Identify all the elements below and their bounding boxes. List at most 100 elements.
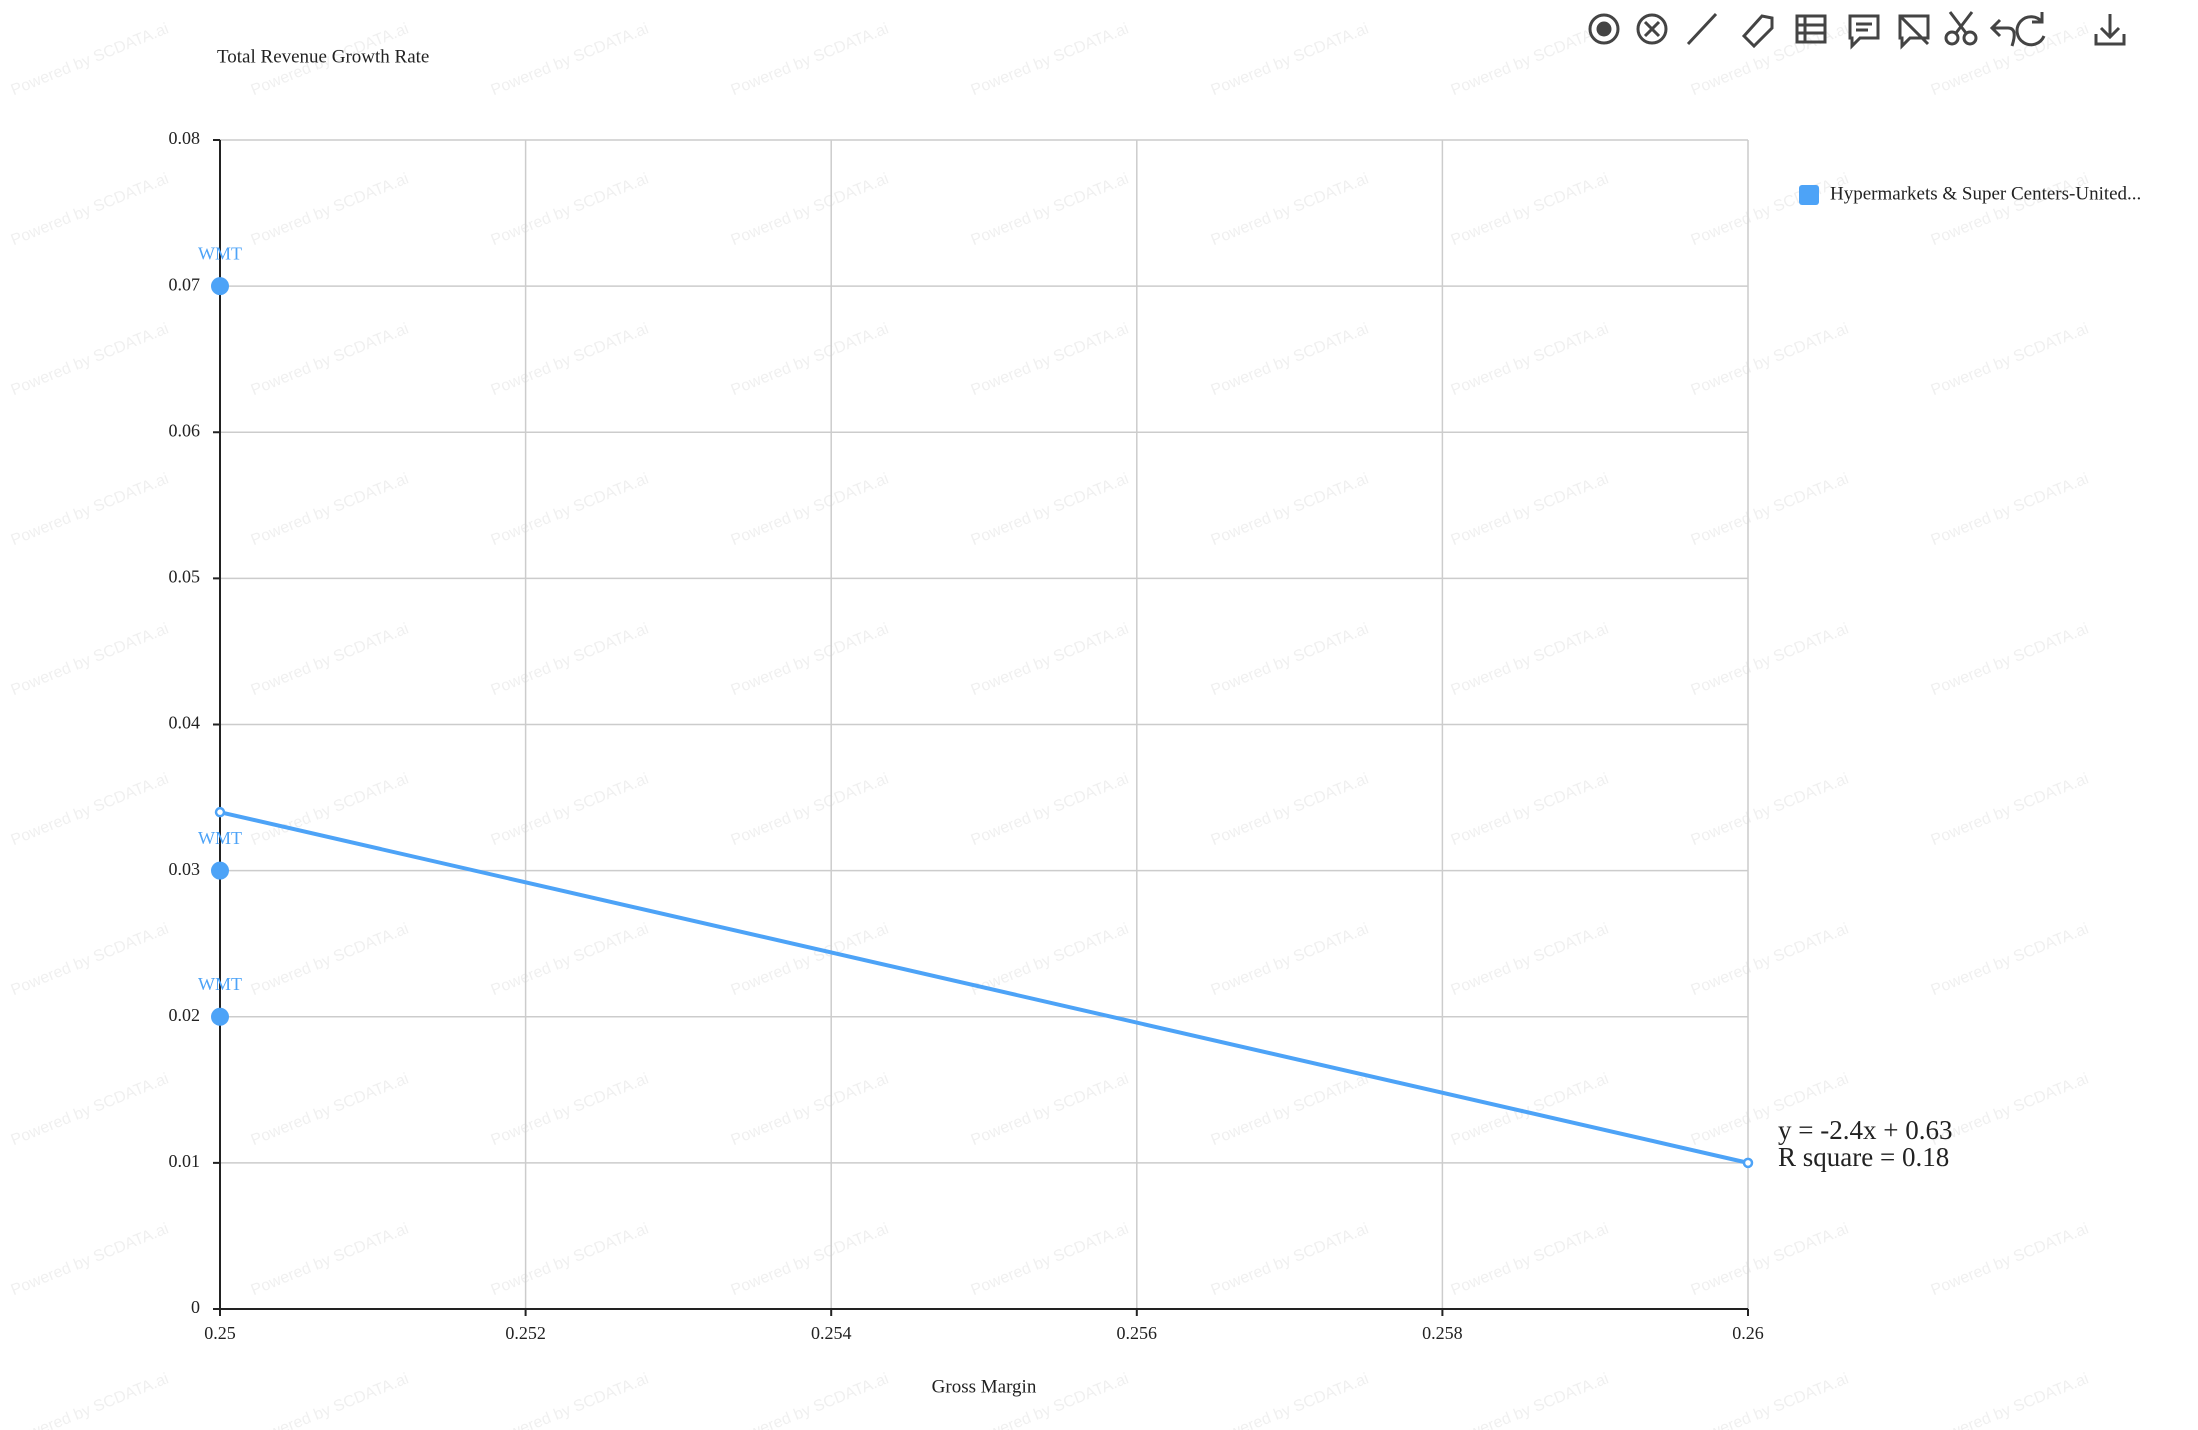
- watermark: Powered by SCDATA.ai: [9, 170, 171, 249]
- watermark: Powered by SCDATA.ai: [729, 320, 891, 399]
- x-tick-label: 0.26: [1732, 1323, 1764, 1343]
- tool-line[interactable]: [1686, 12, 1718, 46]
- watermark: Powered by SCDATA.ai: [9, 1220, 171, 1299]
- watermark: Powered by SCDATA.ai: [1689, 770, 1851, 849]
- watermark: Powered by SCDATA.ai: [9, 770, 171, 849]
- watermark: Powered by SCDATA.ai: [969, 920, 1131, 999]
- legend-swatch: [1799, 185, 1819, 205]
- watermark: Powered by SCDATA.ai: [1209, 20, 1371, 99]
- watermark: Powered by SCDATA.ai: [729, 1220, 891, 1299]
- watermark: Powered by SCDATA.ai: [9, 920, 171, 999]
- watermark: Powered by SCDATA.ai: [1209, 1220, 1371, 1299]
- watermark: Powered by SCDATA.ai: [729, 620, 891, 699]
- watermark: Powered by SCDATA.ai: [489, 1070, 651, 1149]
- tool-tag[interactable]: [1741, 14, 1774, 49]
- tool-cut[interactable]: [1944, 11, 1978, 46]
- watermark: Powered by SCDATA.ai: [1209, 620, 1371, 699]
- y-tick-label: 0: [191, 1297, 200, 1317]
- watermark: Powered by SCDATA.ai: [249, 1070, 411, 1149]
- watermark: Powered by SCDATA.ai: [489, 620, 651, 699]
- watermark: Powered by SCDATA.ai: [729, 170, 891, 249]
- x-axis-title: Gross Margin: [932, 1376, 1037, 1397]
- watermark: Powered by SCDATA.ai: [1449, 170, 1611, 249]
- watermark: Powered by SCDATA.ai: [9, 470, 171, 549]
- watermark: Powered by SCDATA.ai: [489, 470, 651, 549]
- point: [211, 1007, 229, 1026]
- y-tick-label: 0.02: [169, 1005, 201, 1025]
- watermark: Powered by SCDATA.ai: [489, 20, 651, 99]
- watermark: Powered by SCDATA.ai: [1209, 320, 1371, 399]
- watermark: Powered by SCDATA.ai: [9, 320, 171, 399]
- y-tick-label: 0.08: [169, 128, 201, 148]
- watermark: Powered by SCDATA.ai: [1689, 1220, 1851, 1299]
- point-label: WMT: [198, 243, 242, 263]
- watermark: Powered by SCDATA.ai: [249, 320, 411, 399]
- watermark: Powered by SCDATA.ai: [1929, 1370, 2091, 1430]
- y-tick-label: 0.07: [169, 274, 201, 294]
- trend-endpoint: [1742, 1157, 1754, 1169]
- watermark: Powered by SCDATA.ai: [969, 620, 1131, 699]
- watermark: Powered by SCDATA.ai: [969, 470, 1131, 549]
- watermark: Powered by SCDATA.ai: [9, 1370, 171, 1430]
- chart-title: Total Revenue Growth Rate: [217, 46, 429, 67]
- watermark: Powered by SCDATA.ai: [1209, 470, 1371, 549]
- watermark: Powered by SCDATA.ai: [1929, 320, 2091, 399]
- watermark: Powered by SCDATA.ai: [1209, 920, 1371, 999]
- tool-comment[interactable]: [1848, 14, 1880, 50]
- toolbar: [1588, 11, 2126, 50]
- watermark: Powered by SCDATA.ai: [1929, 470, 2091, 549]
- watermark: Powered by SCDATA.ai: [969, 1220, 1131, 1299]
- watermark: Powered by SCDATA.ai: [1929, 1070, 2091, 1149]
- watermark: Powered by SCDATA.ai: [969, 20, 1131, 99]
- x-tick-label: 0.254: [811, 1323, 852, 1343]
- watermark: Powered by SCDATA.ai: [1689, 170, 1851, 249]
- watermark: Powered by SCDATA.ai: [729, 20, 891, 99]
- tool-undo[interactable]: [1989, 18, 2016, 47]
- point: [211, 277, 229, 296]
- watermark: Powered by SCDATA.ai: [1449, 770, 1611, 849]
- watermark: Powered by SCDATA.ai: [1449, 20, 1611, 99]
- watermark: Powered by SCDATA.ai: [1209, 770, 1371, 849]
- tool-refresh[interactable]: [2015, 12, 2046, 47]
- watermark: Powered by SCDATA.ai: [489, 920, 651, 999]
- watermark: Powered by SCDATA.ai: [249, 170, 411, 249]
- watermark: Powered by SCDATA.ai: [249, 470, 411, 549]
- watermark: Powered by SCDATA.ai: [1449, 1220, 1611, 1299]
- watermark: Powered by SCDATA.ai: [1689, 920, 1851, 999]
- watermark: Powered by SCDATA.ai: [1449, 620, 1611, 699]
- y-tick-label: 0.01: [169, 1151, 201, 1171]
- watermark: Powered by SCDATA.ai: [1449, 320, 1611, 399]
- watermark: Powered by SCDATA.ai: [1449, 920, 1611, 999]
- watermark: Powered by SCDATA.ai: [729, 470, 891, 549]
- trend-r-square: R square = 0.18: [1778, 1142, 1949, 1172]
- watermark: Powered by SCDATA.ai: [1209, 170, 1371, 249]
- watermark: Powered by SCDATA.ai: [489, 770, 651, 849]
- watermark: Powered by SCDATA.ai: [249, 1370, 411, 1430]
- watermark: Powered by SCDATA.ai: [1929, 170, 2091, 249]
- watermark: Powered by SCDATA.ai: [729, 1070, 891, 1149]
- x-tick-label: 0.258: [1422, 1323, 1463, 1343]
- watermark: Powered by SCDATA.ai: [1449, 1070, 1611, 1149]
- watermark: Powered by SCDATA.ai: [1929, 620, 2091, 699]
- trend-endpoint: [214, 806, 226, 818]
- trend-equation: y = -2.4x + 0.63: [1778, 1115, 1952, 1145]
- watermark: Powered by SCDATA.ai: [249, 920, 411, 999]
- watermark: Powered by SCDATA.ai: [9, 1070, 171, 1149]
- watermark: Powered by SCDATA.ai: [1449, 470, 1611, 549]
- watermark: Powered by SCDATA.ai: [489, 170, 651, 249]
- watermark: Powered by SCDATA.ai: [1929, 770, 2091, 849]
- x-tick-label: 0.252: [505, 1323, 546, 1343]
- watermark: Powered by SCDATA.ai: [489, 1220, 651, 1299]
- x-tick-label: 0.25: [204, 1323, 236, 1343]
- tool-hide-comment[interactable]: [1898, 14, 1930, 50]
- point: [211, 861, 229, 880]
- watermark: Powered by SCDATA.ai: [1929, 1220, 2091, 1299]
- watermark: Powered by SCDATA.ai: [489, 1370, 651, 1430]
- tool-select[interactable]: [1588, 13, 1620, 45]
- watermark: Powered by SCDATA.ai: [249, 620, 411, 699]
- tool-table[interactable]: [1795, 14, 1827, 44]
- tool-clear[interactable]: [1636, 13, 1668, 45]
- tool-download[interactable]: [2094, 14, 2126, 46]
- y-tick-label: 0.03: [169, 859, 201, 879]
